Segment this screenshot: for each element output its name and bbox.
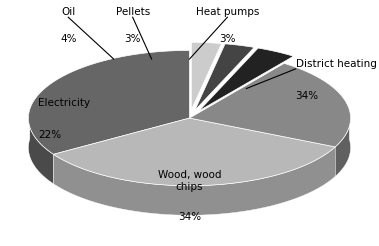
Polygon shape	[191, 42, 221, 110]
Polygon shape	[28, 50, 190, 154]
Text: 34%: 34%	[296, 91, 319, 101]
Polygon shape	[53, 147, 335, 215]
Polygon shape	[53, 118, 335, 186]
Text: Oil: Oil	[61, 7, 75, 17]
Text: 22%: 22%	[38, 130, 61, 140]
Text: District heating: District heating	[296, 59, 376, 69]
Text: Wood, wood
chips: Wood, wood chips	[158, 170, 221, 192]
Polygon shape	[199, 48, 293, 111]
Text: 3%: 3%	[219, 34, 236, 45]
Text: 34%: 34%	[178, 212, 201, 222]
Polygon shape	[28, 109, 53, 184]
Text: 4%: 4%	[60, 34, 77, 45]
Polygon shape	[335, 110, 351, 176]
Text: Electricity: Electricity	[38, 98, 90, 108]
Text: Heat pumps: Heat pumps	[196, 7, 259, 17]
Text: 3%: 3%	[124, 34, 141, 45]
Polygon shape	[195, 44, 254, 110]
Polygon shape	[190, 63, 351, 147]
Text: Pellets: Pellets	[116, 7, 150, 17]
